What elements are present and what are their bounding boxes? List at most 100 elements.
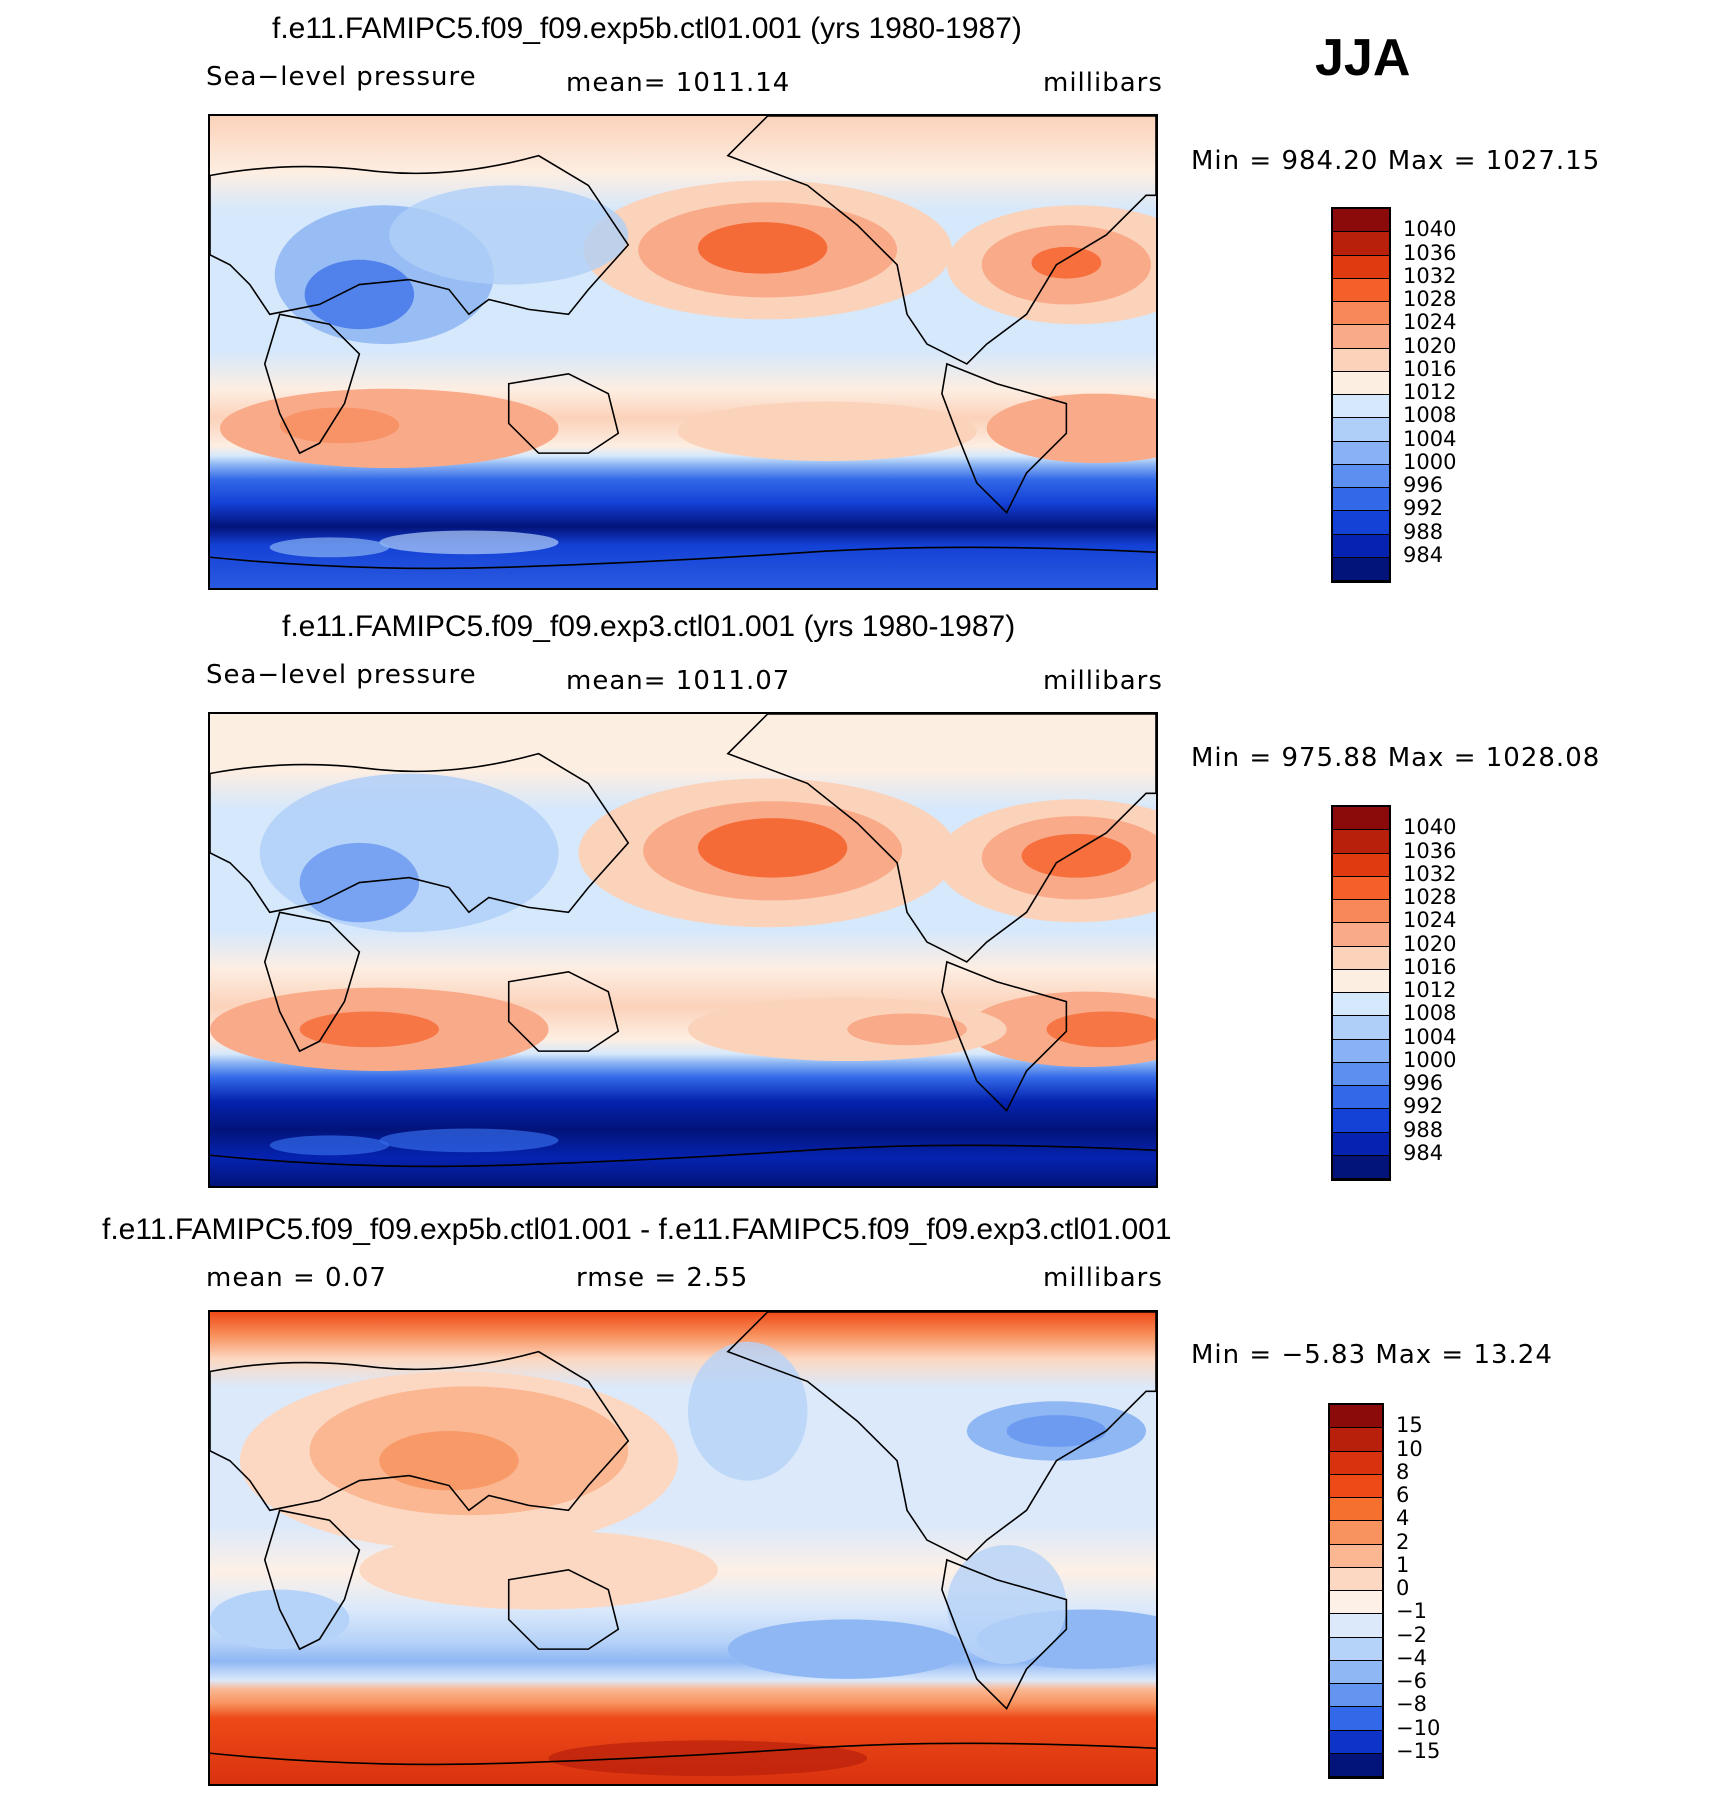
colorbar-label: 0 [1396,1576,1410,1600]
colorbar-label: −2 [1396,1622,1427,1647]
colorbar-swatch [1333,302,1389,326]
colorbar-label: 1028 [1403,287,1457,311]
colorbar-label: 1004 [1403,426,1457,451]
colorbar-label: 984 [1403,1140,1444,1165]
panel2-minmax: Min = 975.88 Max = 1028.08 [1191,743,1601,773]
colorbar-label: 1020 [1403,931,1457,956]
panel3-map [208,1310,1158,1786]
colorbar-swatch [1330,1707,1382,1731]
colorbar-swatch [1330,1428,1382,1452]
panel2-title: f.e11.FAMIPC5.f09_f09.exp3.ctl01.001 (yr… [282,610,1016,643]
panel3-units: millibars [1043,1263,1163,1293]
colorbar-swatch [1330,1684,1382,1708]
panel3-mean: mean = 0.07 [206,1263,387,1293]
colorbar-label: 1024 [1403,310,1457,335]
panel3-title: f.e11.FAMIPC5.f09_f09.exp5b.ctl01.001 - … [102,1213,1172,1246]
colorbar-swatch [1333,1039,1389,1063]
panel1-title: f.e11.FAMIPC5.f09_f09.exp5b.ctl01.001 (y… [272,12,1022,45]
colorbar-swatch [1333,255,1389,279]
colorbar-label: 1016 [1403,356,1457,381]
colorbar-label: 1032 [1403,263,1457,288]
colorbar-swatch [1333,325,1389,349]
panel2-units: millibars [1043,666,1163,696]
panel3-colorbar [1328,1403,1384,1779]
panel1-variable: Sea−level pressure [206,62,477,92]
colorbar-label: 996 [1403,1071,1444,1095]
colorbar-swatch [1330,1660,1382,1684]
colorbar-label: 988 [1403,519,1444,544]
panel2-map [208,712,1158,1188]
colorbar-label: 984 [1403,542,1444,567]
colorbar-swatch [1333,830,1389,854]
colorbar-label: −15 [1396,1738,1441,1763]
colorbar-swatch [1330,1521,1382,1545]
colorbar-swatch [1333,1016,1389,1040]
colorbar-label: 992 [1403,496,1444,521]
colorbar-label: 1036 [1403,240,1457,265]
colorbar-label: 1024 [1403,908,1457,933]
colorbar-label: 1 [1396,1552,1410,1577]
colorbar-label: 1008 [1403,1001,1457,1026]
colorbar-label: 15 [1396,1413,1423,1438]
colorbar-swatch [1333,876,1389,900]
colorbar-swatch [1333,946,1389,970]
colorbar-swatch [1333,1132,1389,1156]
panel1-colorbar [1331,207,1391,583]
colorbar-swatch [1330,1753,1382,1777]
colorbar-label: −6 [1396,1669,1427,1693]
colorbar-swatch [1333,1062,1389,1086]
colorbar-label: 1040 [1403,815,1457,840]
colorbar-label: 1008 [1403,403,1457,428]
colorbar-swatch [1333,900,1389,924]
colorbar-swatch [1330,1405,1382,1429]
colorbar-label: 1040 [1403,217,1457,242]
colorbar-label: 992 [1403,1094,1444,1119]
colorbar-label: −1 [1396,1599,1427,1624]
panel1-minmax: Min = 984.20 Max = 1027.15 [1191,146,1601,176]
colorbar-label: 1032 [1403,861,1457,886]
colorbar-label: 1020 [1403,333,1457,358]
colorbar-label: 996 [1403,473,1444,497]
colorbar-label: −10 [1396,1715,1441,1740]
colorbar-swatch [1333,348,1389,372]
colorbar-label: 1000 [1403,449,1457,474]
colorbar-swatch [1333,371,1389,395]
colorbar-swatch [1333,1109,1389,1133]
colorbar-label: 1036 [1403,838,1457,863]
colorbar-swatch [1333,1086,1389,1110]
panel1-units: millibars [1043,68,1163,98]
colorbar-label: 2 [1396,1529,1410,1554]
colorbar-swatch [1333,209,1389,233]
colorbar-swatch [1333,511,1389,535]
colorbar-swatch [1330,1451,1382,1475]
colorbar-label: 1012 [1403,380,1457,404]
colorbar-swatch [1333,395,1389,419]
colorbar-label: 6 [1396,1483,1410,1507]
colorbar-swatch [1333,278,1389,302]
panel2-variable: Sea−level pressure [206,660,477,690]
colorbar-swatch [1330,1614,1382,1638]
colorbar-swatch [1333,441,1389,465]
panel2-mean: mean= 1011.07 [566,666,791,696]
colorbar-swatch [1333,418,1389,442]
colorbar-swatch [1333,807,1389,831]
colorbar-swatch [1333,993,1389,1017]
panel1-map [208,114,1158,590]
colorbar-label: −8 [1396,1692,1427,1717]
colorbar-label: 8 [1396,1459,1410,1484]
colorbar-swatch [1333,534,1389,558]
colorbar-swatch [1330,1498,1382,1522]
panel3-minmax: Min = −5.83 Max = 13.24 [1191,1340,1553,1370]
panel2-colorbar [1331,805,1391,1181]
season-label: JJA [1315,29,1411,87]
colorbar-swatch [1333,557,1389,581]
colorbar-label: 4 [1396,1506,1410,1531]
colorbar-label: 1028 [1403,885,1457,909]
colorbar-label: 988 [1403,1117,1444,1142]
colorbar-swatch [1333,853,1389,877]
colorbar-swatch [1333,1155,1389,1179]
colorbar-label: −4 [1396,1645,1427,1670]
colorbar-swatch [1330,1474,1382,1498]
colorbar-label: 1012 [1403,978,1457,1002]
colorbar-swatch [1333,969,1389,993]
